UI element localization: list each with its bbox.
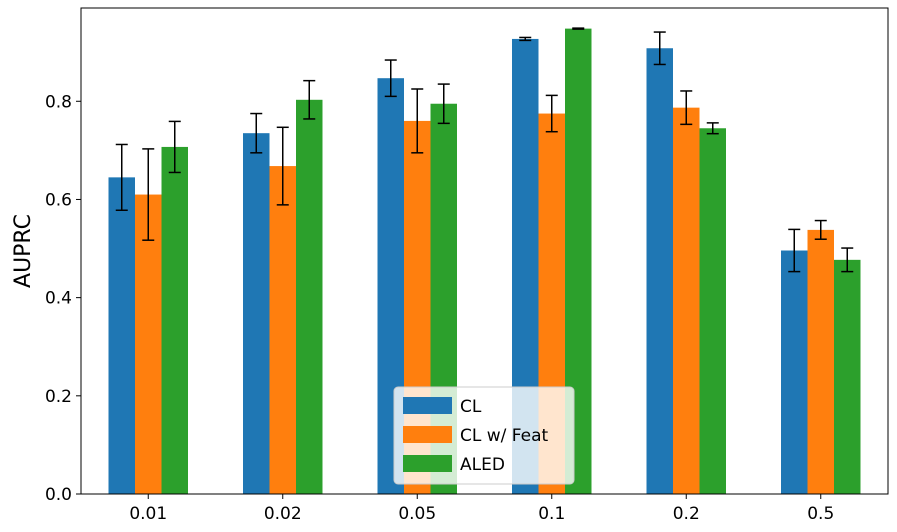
bar-cl-w-feat-0-5 — [807, 229, 834, 494]
x-tick-label: 0.02 — [264, 504, 302, 524]
error-bars-layer — [115, 27, 854, 273]
bar-cl-w-feat-0-2 — [673, 107, 700, 495]
y-tick-label: 0.8 — [45, 92, 72, 112]
legend-label-cl: CL — [460, 397, 482, 417]
x-tick-label: 0.1 — [538, 504, 565, 524]
y-tick-label: 0.0 — [45, 485, 72, 505]
error-bar-aled-0-02 — [303, 79, 316, 120]
bar-aled-0-01 — [161, 146, 188, 494]
error-bar-cl-w-feat-0-01 — [142, 148, 155, 241]
bar-cl-0-2 — [646, 48, 673, 494]
legend-swatch-aled — [403, 455, 452, 472]
bar-cl-w-feat-0-01 — [135, 194, 162, 495]
plot-area-frame — [80, 7, 889, 495]
legend-label-aled: ALED — [460, 455, 505, 475]
bar-cl-0-01 — [108, 177, 135, 495]
error-bar-aled-0-5 — [841, 247, 854, 273]
error-bar-cl-0-01 — [115, 143, 128, 212]
error-bar-cl-0-5 — [788, 228, 801, 273]
error-bar-aled-0-01 — [168, 120, 181, 174]
error-bar-cl-0-02 — [250, 112, 263, 154]
bar-cl-0-02 — [243, 133, 270, 494]
error-bar-cl-0-1 — [519, 36, 532, 42]
x-tick-label: 0.5 — [807, 504, 834, 524]
error-bar-cl-0-2 — [653, 31, 666, 66]
bar-aled-0-5 — [834, 259, 861, 494]
bar-cl-0-5 — [781, 250, 808, 494]
error-bar-cl-0-05 — [384, 59, 397, 98]
error-bar-aled-0-1 — [572, 27, 585, 30]
error-bar-cl-w-feat-0-2 — [680, 90, 693, 126]
y-axis: 0.0 0.2 0.4 0.6 0.8 — [45, 92, 81, 505]
error-bar-cl-w-feat-0-05 — [411, 88, 424, 154]
x-tick-label: 0.05 — [398, 504, 436, 524]
bar-aled-0-2 — [699, 128, 726, 494]
error-bar-cl-w-feat-0-1 — [545, 94, 558, 133]
x-axis: 0.01 0.02 0.05 0.1 0.2 0.5 — [129, 494, 834, 524]
error-bar-aled-0-2 — [706, 122, 719, 135]
error-bar-aled-0-05 — [437, 83, 450, 125]
y-tick-label: 0.2 — [45, 387, 72, 407]
y-tick-label: 0.4 — [45, 289, 72, 309]
error-bar-cl-w-feat-0-02 — [276, 126, 289, 206]
legend-swatch-cl — [403, 397, 452, 414]
legend-swatch-cl-w-feat — [403, 426, 452, 443]
legend-label-cl-w-feat: CL w/ Feat — [460, 426, 549, 446]
bar-cl-w-feat-0-02 — [269, 166, 296, 494]
error-bar-cl-w-feat-0-5 — [814, 219, 827, 240]
legend-entries: CL CL w/ Feat ALED — [403, 397, 549, 475]
x-tick-label: 0.01 — [129, 504, 167, 524]
legend: CL CL w/ Feat ALED — [393, 386, 575, 485]
y-axis-title: AUPRC — [11, 214, 36, 288]
bar-aled-0-02 — [296, 99, 323, 495]
x-tick-label: 0.2 — [673, 504, 700, 524]
y-tick-label: 0.6 — [45, 190, 72, 210]
